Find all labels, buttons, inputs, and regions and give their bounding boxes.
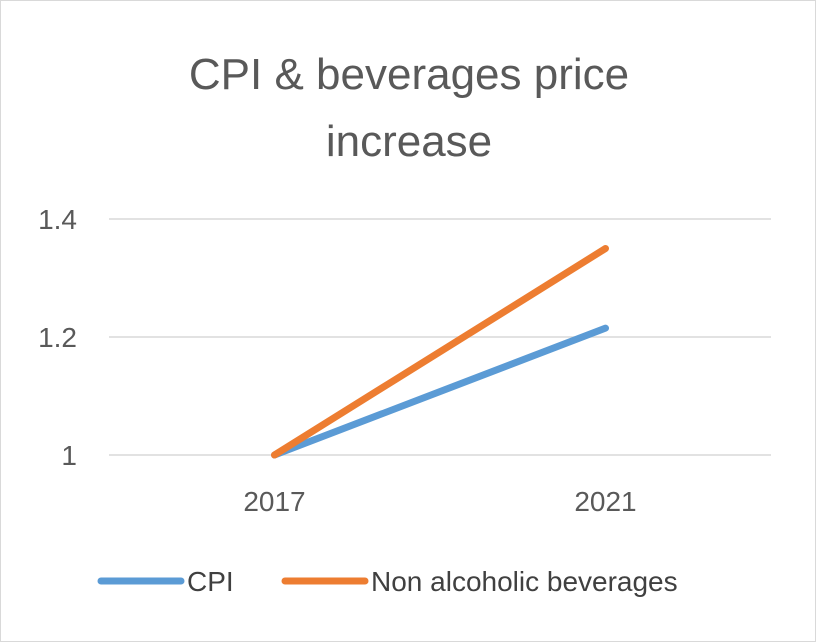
x-tick-label: 2017 [243, 486, 305, 517]
legend-label: CPI [187, 566, 234, 597]
y-tick-label: 1.4 [38, 204, 77, 235]
legend-label: Non alcoholic beverages [371, 566, 678, 597]
chart-title-line-1: CPI & beverages price [189, 50, 629, 99]
x-tick-label: 2021 [574, 486, 636, 517]
y-tick-label: 1.2 [38, 322, 77, 353]
chart-title-line-2: increase [326, 117, 492, 166]
series-line-cpi [271, 324, 609, 459]
y-axis-ticks: 1 1.2 1.4 [38, 204, 77, 471]
chart-title: CPI & beverages price increase [189, 50, 629, 166]
y-tick-label: 1 [61, 440, 77, 471]
gridlines [109, 218, 771, 456]
x-axis-ticks: 2017 2021 [243, 486, 636, 517]
series-lines [271, 245, 609, 459]
series-line-non-alcoholic-beverages [271, 245, 609, 459]
legend: CPI Non alcoholic beverages [97, 566, 678, 597]
